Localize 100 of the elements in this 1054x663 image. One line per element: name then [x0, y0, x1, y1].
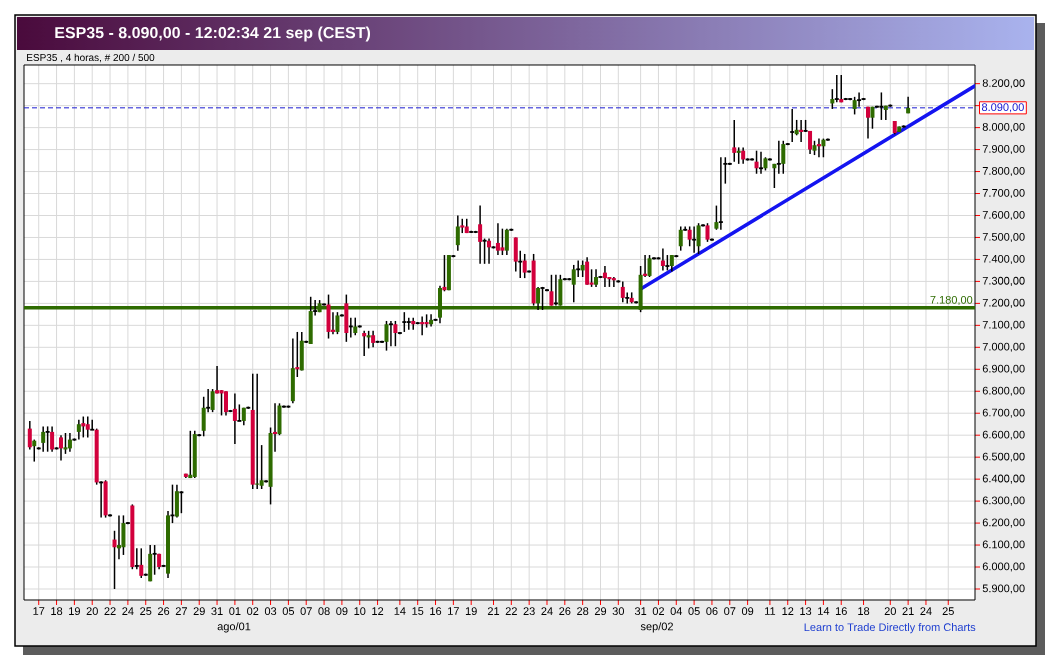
candlestick [585, 256, 590, 286]
x-tick-label: 11 [765, 607, 776, 615]
x-tick-label: 29 [594, 607, 607, 616]
candlestick [210, 388, 215, 413]
candlestick [781, 140, 786, 175]
y-tick-label: 6.800,00 [982, 386, 1025, 396]
x-tick-label: 10 [354, 607, 366, 616]
y-tick-label: 7.700,00 [982, 188, 1025, 199]
x-tick-label: 13 [800, 607, 812, 616]
x-tick-label: 19 [69, 607, 80, 616]
candlestick [232, 392, 237, 445]
candlestick [549, 274, 554, 307]
y-tick-label: 7.400,00 [982, 254, 1025, 264]
candlestick [714, 204, 719, 231]
x-tick-label: 07 [300, 607, 312, 616]
y-tick-label: 7.300,00 [982, 276, 1025, 286]
x-tick-label: 31 [634, 607, 647, 616]
candlestick [522, 253, 527, 279]
candlestick [620, 280, 625, 304]
candlestick [833, 74, 840, 104]
candlestick [647, 254, 652, 278]
candlestick [76, 419, 81, 441]
x-tick-label: 02 [247, 607, 259, 616]
x-tick-label: 25 [942, 607, 954, 616]
candlestick [259, 444, 264, 490]
candlestick [139, 547, 144, 579]
candlestick [32, 438, 37, 463]
ref-line-label: 7.180,00 [930, 295, 973, 305]
candlestick [67, 432, 72, 453]
candlestick [178, 490, 185, 514]
candlestick [754, 149, 759, 175]
x-tick-label: 07 [724, 607, 736, 616]
candlestick [219, 389, 224, 417]
candlestick [116, 514, 121, 561]
y-tick-label: 6.900,00 [982, 364, 1025, 374]
x-tick-label: 21 [902, 607, 914, 615]
candlestick [487, 237, 492, 265]
y-tick-label: 7.100,00 [982, 320, 1025, 330]
candlestick [517, 249, 524, 279]
x-tick-label: 08 [318, 607, 330, 616]
candlestick [495, 222, 500, 256]
x-tick-label: 16 [835, 607, 847, 616]
candlestick [865, 105, 871, 140]
x-tick-label: 17 [33, 607, 45, 615]
y-tick-label: 7.200,00 [982, 298, 1025, 308]
candlestick [393, 320, 398, 347]
y-tick-label: 7.500,00 [982, 232, 1025, 242]
x-tick-label: 14 [818, 607, 830, 615]
text: ago/01 [217, 622, 251, 633]
y-tick-label: 8.000,00 [982, 123, 1025, 133]
x-tick-label: 04 [670, 607, 683, 616]
x-tick-label: 15 [412, 607, 424, 615]
y-tick-label: 7.900,00 [982, 145, 1025, 155]
y-tick-label: 8.200,00 [982, 79, 1025, 89]
x-tick-label: 23 [523, 607, 535, 616]
x-tick-label: 12 [372, 607, 384, 615]
chart-subtitle: ESP35 , 4 horas, # 200 / 500 [27, 53, 155, 63]
x-tick-label: 21 [487, 607, 500, 615]
x-tick-label: 09 [336, 607, 348, 616]
x-tick-label: 05 [688, 607, 700, 616]
y-tick-label: 5.900,00 [982, 584, 1025, 594]
candlestick [255, 372, 260, 490]
x-tick-label: 27 [175, 607, 187, 615]
x-tick-label: 03 [264, 607, 277, 616]
text: sep/02 [640, 622, 673, 633]
x-tick-label: 02 [652, 607, 665, 616]
candlestick [44, 425, 51, 453]
candlestick [384, 320, 389, 352]
y-tick-label: 6.600,00 [982, 430, 1025, 440]
candlestick [27, 420, 32, 451]
candlestick [362, 330, 367, 357]
y-tick-label: 7.600,00 [982, 210, 1025, 221]
candlestick [215, 365, 220, 395]
candlestick [602, 265, 607, 288]
x-tick-label: 14 [394, 607, 406, 615]
x-tick-label: 31 [211, 607, 223, 616]
candlestick [758, 151, 764, 175]
y-tick-label: 7.800,00 [982, 167, 1025, 177]
y-tick-label: 6.500,00 [982, 452, 1025, 462]
x-tick-label: 06 [706, 607, 718, 616]
x-tick-label: 30 [612, 607, 625, 616]
candlestick [696, 222, 701, 255]
candlestick [133, 547, 140, 570]
candlestick [500, 227, 505, 256]
candlestick [85, 415, 90, 439]
candlestick [481, 237, 488, 265]
candlestick [405, 316, 412, 331]
candlestick [553, 274, 559, 307]
x-tick-label: 20 [86, 607, 98, 616]
y-tick-label: 6.100,00 [982, 540, 1025, 550]
x-tick-label: 16 [430, 607, 442, 616]
y-tick-label: 6.700,00 [982, 408, 1025, 418]
candlestick [504, 227, 509, 256]
candlestick [223, 390, 228, 417]
x-tick-label: 20 [884, 607, 896, 616]
y-tick-label: 6.200,00 [982, 518, 1025, 528]
candlestick [59, 434, 64, 462]
x-tick-label: 26 [157, 607, 170, 616]
candlestick [411, 316, 416, 331]
candlestick [50, 425, 55, 453]
